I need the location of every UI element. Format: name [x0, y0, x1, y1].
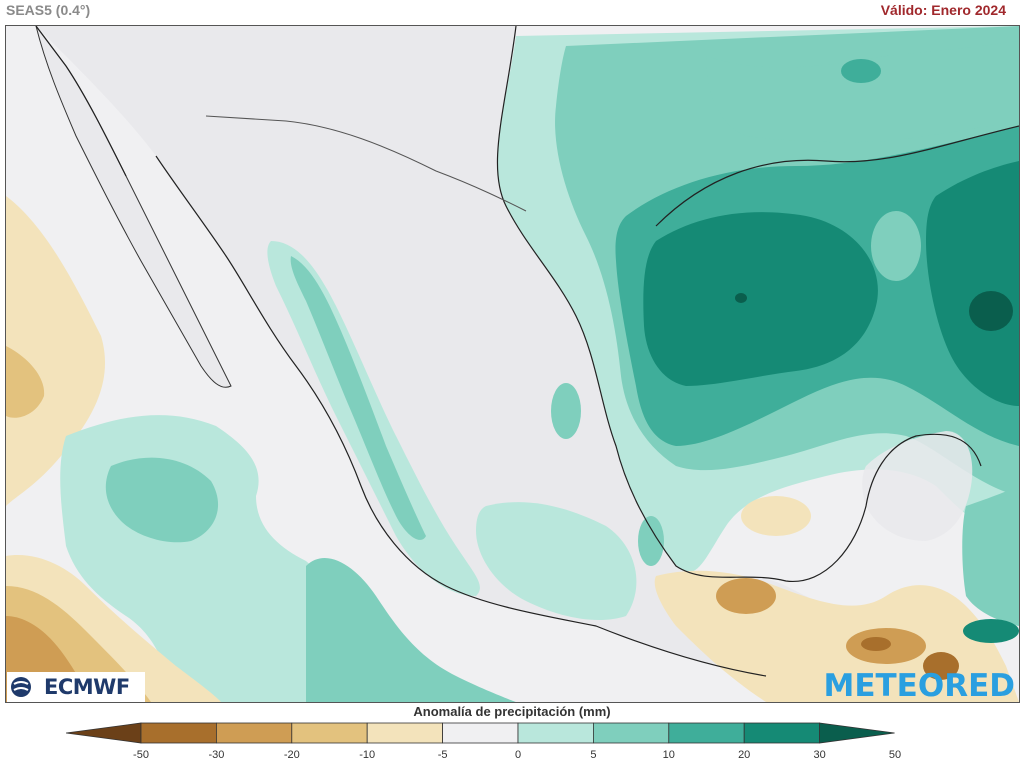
anomaly-wet-atlantic-core [926, 161, 1019, 406]
colorbar-tick-label: -50 [133, 749, 149, 761]
colorbar-bin-1 [140, 722, 217, 744]
colorbar-tick-label: 50 [888, 749, 902, 761]
coastline-pacific [35, 26, 767, 677]
colorbar-bin-4 [366, 722, 444, 744]
model-label: SEAS5 (0.4°) [6, 2, 91, 18]
ecmwf-logo: ECMWF [7, 672, 145, 702]
ecmwf-logo-text: ECMWF [44, 675, 130, 699]
colorbar-tick-label: -20 [283, 749, 300, 761]
anomaly-wet-gulf-coast [551, 383, 581, 439]
colorbar-bin-9 [743, 722, 821, 744]
anomaly-dry-honduras-core [861, 637, 891, 651]
colorbar-bin-3 [291, 722, 368, 744]
colorbar-bin-8 [668, 722, 745, 744]
colorbar-bin-6 [517, 722, 594, 744]
anomaly-wet-sierra-madre-core [290, 256, 426, 540]
anomaly-dry-nicaragua [923, 652, 959, 680]
anomaly-wet-pacific-mid [105, 457, 219, 543]
coastline-us-gulf [655, 125, 1019, 227]
colorbar [66, 722, 895, 744]
anomaly-wet-caribbean [962, 486, 1019, 626]
anomaly-dry-west-pacific [6, 196, 106, 506]
anomaly-wet-central-mexico [476, 502, 637, 621]
land-mexico [36, 26, 876, 676]
colorbar-bin-2 [215, 722, 293, 744]
colorbar-tick-label: -10 [359, 749, 376, 761]
anomaly-dry-guatemala [716, 578, 776, 614]
colorbar-tick-label: 0 [514, 749, 522, 761]
anomaly-dry-yucatan-south [741, 496, 811, 536]
colorbar-tick-label: 20 [738, 749, 751, 761]
meteored-logo: METEORED [823, 668, 1015, 704]
land-yucatan [862, 431, 973, 541]
anomaly-wet-us-south [706, 41, 1019, 143]
anomaly-wet-gulf-peak [735, 293, 747, 303]
anomaly-wet-oaxaca [638, 516, 664, 566]
colorbar-tick-label: -30 [208, 749, 225, 761]
legend-title: Anomalía de precipitación (mm) [413, 704, 611, 719]
anomaly-wet-us-spot [841, 59, 881, 83]
colorbar-bin-7 [593, 722, 670, 744]
colorbar-bin-5 [442, 722, 519, 744]
colorbar-tick-label: 30 [813, 749, 826, 761]
anomaly-wet-atlantic-peak [969, 291, 1013, 331]
anomaly-wet-pacific-south [306, 557, 516, 702]
colorbar-tick-label: 10 [662, 749, 675, 761]
colorbar-bin-0 [66, 722, 142, 744]
ecmwf-icon [11, 677, 31, 697]
colorbar-bin-10 [819, 722, 895, 744]
anomaly-wet-caribbean-spot [963, 619, 1019, 643]
anomaly-wet-gulf-core [643, 212, 878, 386]
precipitation-anomaly-map [5, 25, 1020, 703]
border-us-mexico [205, 115, 527, 212]
anomaly-wet-florida-band [871, 211, 921, 281]
anomaly-dry-west-core [6, 346, 45, 418]
land-baja-california [35, 26, 232, 388]
colorbar-tick-label: 5 [590, 749, 597, 761]
valid-date-label: Válido: Enero 2024 [880, 2, 1006, 18]
colorbar-tick-label: -5 [437, 749, 448, 761]
coastline-gulf [496, 26, 982, 582]
